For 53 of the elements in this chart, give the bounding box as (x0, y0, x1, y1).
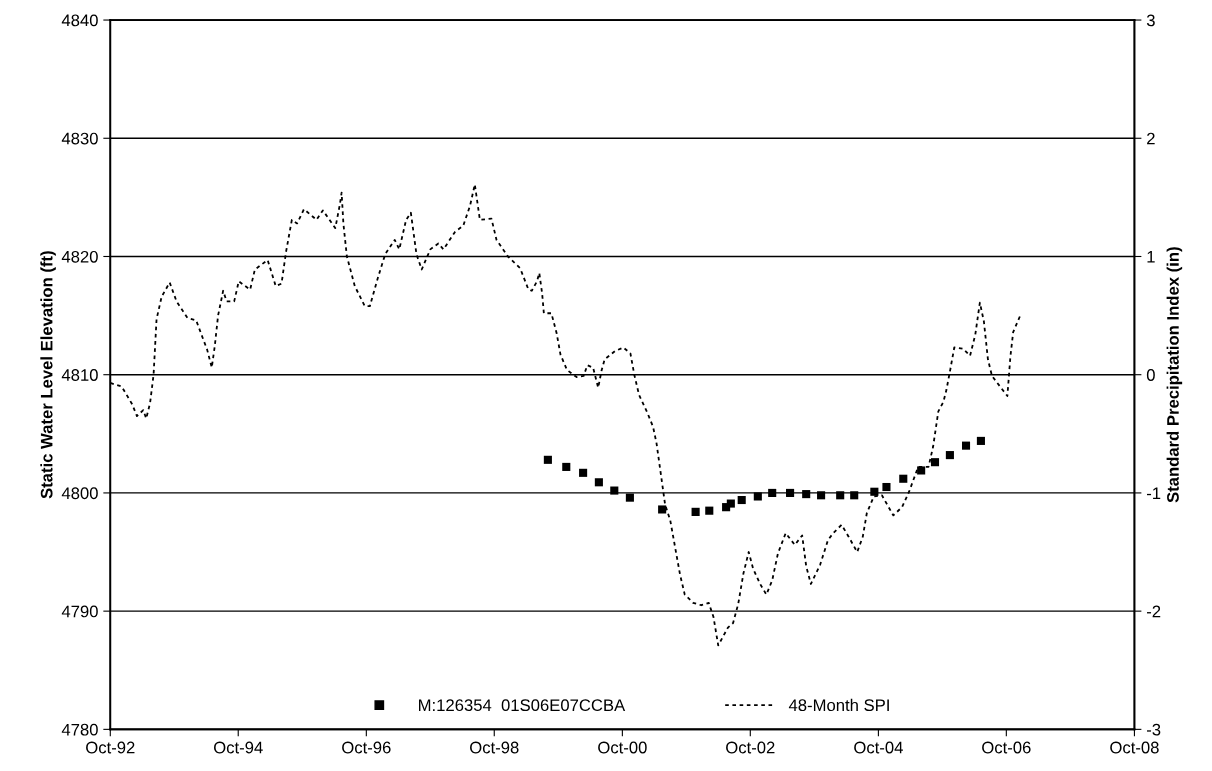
y-axis-title: Static Water Level Elevation (ft) (40, 251, 56, 499)
y-tick-label: 4840 (61, 14, 98, 27)
point (899, 474, 908, 483)
y2-axis-title: Standard Precipitation Index (in) (1166, 247, 1183, 503)
y2-tick-label: 3 (1146, 14, 1155, 27)
point (961, 441, 971, 450)
y2-tick-label: -3 (1146, 723, 1161, 736)
y-tick-label: 4790 (61, 605, 98, 618)
y2-tick-label: 2 (1147, 132, 1155, 145)
point (786, 488, 795, 497)
point (976, 436, 985, 445)
point (882, 482, 891, 492)
point (945, 451, 954, 460)
y-tick-label: 4800 (61, 487, 98, 500)
legend-label: M:126354 01S06E07CCBA (419, 699, 626, 712)
point (726, 499, 735, 508)
point (737, 495, 746, 505)
y2-tick-label: -1 (1146, 487, 1161, 499)
y-tick-label: 4830 (61, 132, 98, 145)
y-tick-label: 4820 (61, 250, 98, 263)
point (705, 506, 714, 515)
x-tick-label: Oct-08 (1110, 741, 1159, 754)
point (753, 492, 762, 501)
point (691, 507, 700, 516)
point (836, 491, 845, 500)
x-tick-label: Oct-94 (214, 741, 263, 754)
point (610, 486, 619, 495)
point (594, 478, 603, 487)
point (930, 458, 940, 467)
point (562, 462, 571, 471)
point (917, 466, 926, 475)
x-tick-label: Oct-96 (342, 741, 391, 754)
x-tick-label: Oct-04 (854, 741, 903, 754)
legend-label: 48-Month SPI (788, 698, 889, 712)
x-tick-label: Oct-98 (470, 741, 519, 754)
point (802, 490, 811, 499)
x-tick-label: Oct-06 (982, 741, 1031, 754)
y2-tick-label: -2 (1146, 605, 1161, 618)
y2-tick-label: 0 (1146, 369, 1155, 381)
x-tick-label: Oct-00 (598, 741, 647, 754)
point (658, 505, 667, 514)
x-tick-label: Oct-02 (726, 741, 775, 754)
point (768, 488, 777, 497)
point (850, 491, 859, 500)
point (625, 493, 634, 502)
point (870, 487, 879, 496)
y2-tick-label: 1 (1147, 251, 1155, 263)
y-tick-label: 4780 (61, 723, 98, 736)
y-tick-label: 4810 (61, 369, 98, 381)
point (579, 468, 588, 477)
point (817, 491, 826, 500)
point (543, 455, 552, 464)
x-tick-label: Oct-92 (86, 741, 135, 754)
